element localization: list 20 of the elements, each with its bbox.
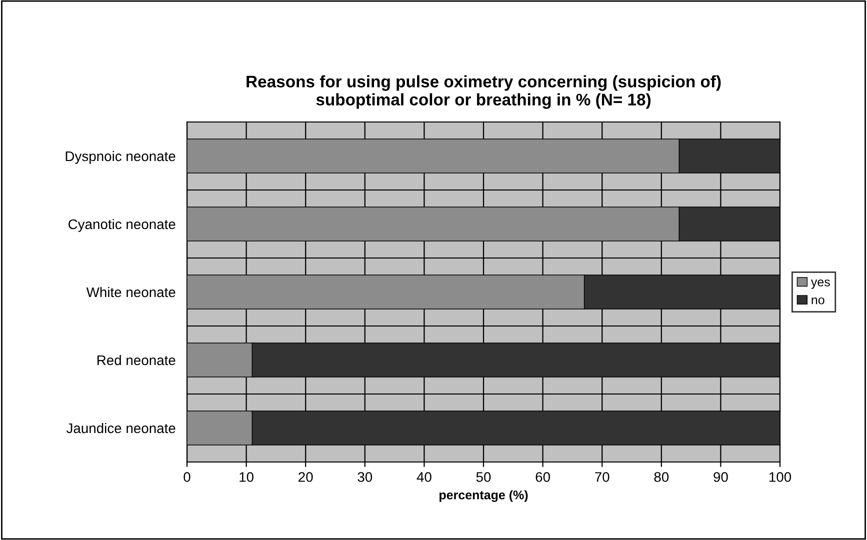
x-axis-title: percentage (%) [440,490,528,502]
chart-title: Reasons for using pulse oximetry concerning (suspicion of) suboptimal color or breathing in % (N= 18) [246,75,721,109]
y-tick-label: Red neonate [97,354,176,366]
legend-label: yes [810,280,830,289]
legend-label: no [812,297,824,304]
x-tick-label: 30 [358,472,372,482]
x-tick-label: 50 [476,472,491,482]
x-tick-label: 100 [769,472,792,482]
y-tick-label: Cyanotic neonate [68,218,176,232]
x-tick-label: 90 [714,472,728,482]
x-tick-label: 20 [298,472,313,482]
x-tick-label: 60 [536,472,550,482]
x-tick-label: 70 [595,472,610,482]
y-tick-label: White neonate [86,286,176,298]
x-tick-label: 40 [416,472,432,482]
x-tick-label: 80 [654,472,669,482]
x-tick-label: 0 [184,472,190,482]
y-tick-label: Jaundice neonate [66,422,176,434]
y-tick-label: Dyspnoic neonate [66,150,176,164]
x-tick-label: 10 [240,472,254,482]
